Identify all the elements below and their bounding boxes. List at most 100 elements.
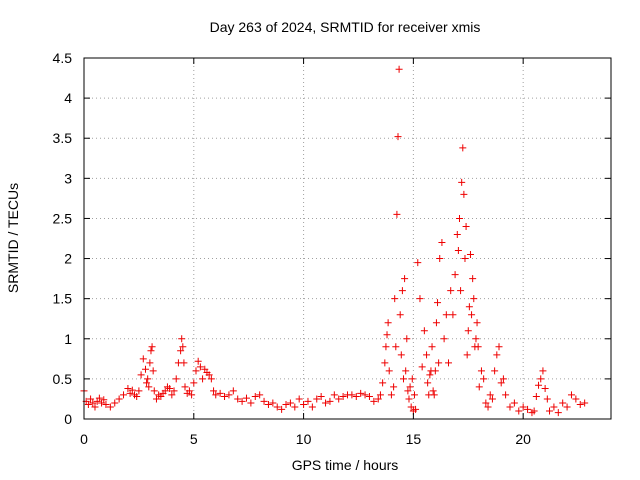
plot-frame [83,57,612,420]
data-point [234,395,242,403]
data-point [357,389,365,397]
data-point [435,359,443,367]
data-point [308,403,316,411]
y-tick-label: 0.5 [53,371,73,387]
data-point [457,287,465,295]
data-point [465,303,473,311]
data-point [133,393,141,401]
data-point [181,383,189,391]
data-point [225,391,233,399]
y-tick-label: 3 [64,170,72,186]
data-point [390,383,398,391]
data-point [111,399,119,407]
data-point [486,391,494,399]
data-point [146,359,154,367]
data-point [106,403,114,411]
data-point [339,393,347,401]
data-point [192,367,200,375]
data-point [352,393,360,401]
data-point [383,331,391,339]
data-point [91,403,99,411]
data-point [148,343,156,351]
data-point [330,391,338,399]
data-point [506,403,514,411]
data-point [392,343,400,351]
data-point [430,391,438,399]
data-point [438,239,446,247]
data-point [447,287,455,295]
data-point [502,391,510,399]
data-point [141,365,149,373]
data-point [563,403,571,411]
data-point [322,399,330,407]
x-tick-label: 10 [296,431,312,447]
data-point [449,311,457,319]
data-point [379,379,387,387]
data-point [326,397,334,405]
data-point [120,391,128,399]
x-tick-label: 15 [406,431,422,447]
data-point [376,391,384,399]
data-point [428,343,436,351]
data-point [459,144,467,152]
data-point [473,319,481,327]
data-point [178,335,186,343]
data-point [418,363,426,371]
data-point [335,395,343,403]
data-point [404,387,412,395]
data-point [524,405,532,413]
data-point [374,395,382,403]
data-point [477,367,485,375]
y-tick-label: 3.5 [53,130,73,146]
y-tick-label: 1.5 [53,291,73,307]
data-point [269,399,277,407]
data-point [150,387,158,395]
grid-lines [84,58,611,419]
data-point [212,391,220,399]
data-point [278,405,286,413]
data-point [468,311,476,319]
data-point [480,375,488,383]
data-point [168,391,176,399]
data-point [445,359,453,367]
data-point [414,259,422,267]
data-point [247,399,255,407]
x-tick-label: 5 [190,431,198,447]
chart-title: Day 263 of 2024, SRMTID for receiver xmi… [210,19,481,35]
y-tick-label: 2 [64,251,72,267]
data-point [205,371,213,379]
data-point [304,397,312,405]
data-point [172,375,180,383]
data-point [260,397,268,405]
data-point [229,387,237,395]
data-point [161,387,169,395]
data-point [87,395,95,403]
data-point [128,386,136,394]
data-point [546,407,554,415]
data-point [405,395,413,403]
data-point [484,403,492,411]
data-point [143,379,151,387]
data-point [84,401,92,409]
y-tick-label: 0 [64,411,72,427]
data-point [295,395,303,403]
data-point [394,133,402,141]
data-point [431,367,439,375]
data-point [185,387,193,395]
data-point [408,375,416,383]
data-point [407,403,415,411]
data-point [177,347,185,355]
data-point [207,375,215,383]
data-point [147,347,155,355]
data-point [576,401,584,409]
data-point [474,343,482,351]
y-tick-label: 4.5 [53,50,73,66]
data-point [434,299,442,307]
data-point [581,399,589,407]
data-point [455,214,463,222]
data-point [491,367,499,375]
data-point [410,391,418,399]
data-point [317,393,325,401]
data-point [399,375,407,383]
